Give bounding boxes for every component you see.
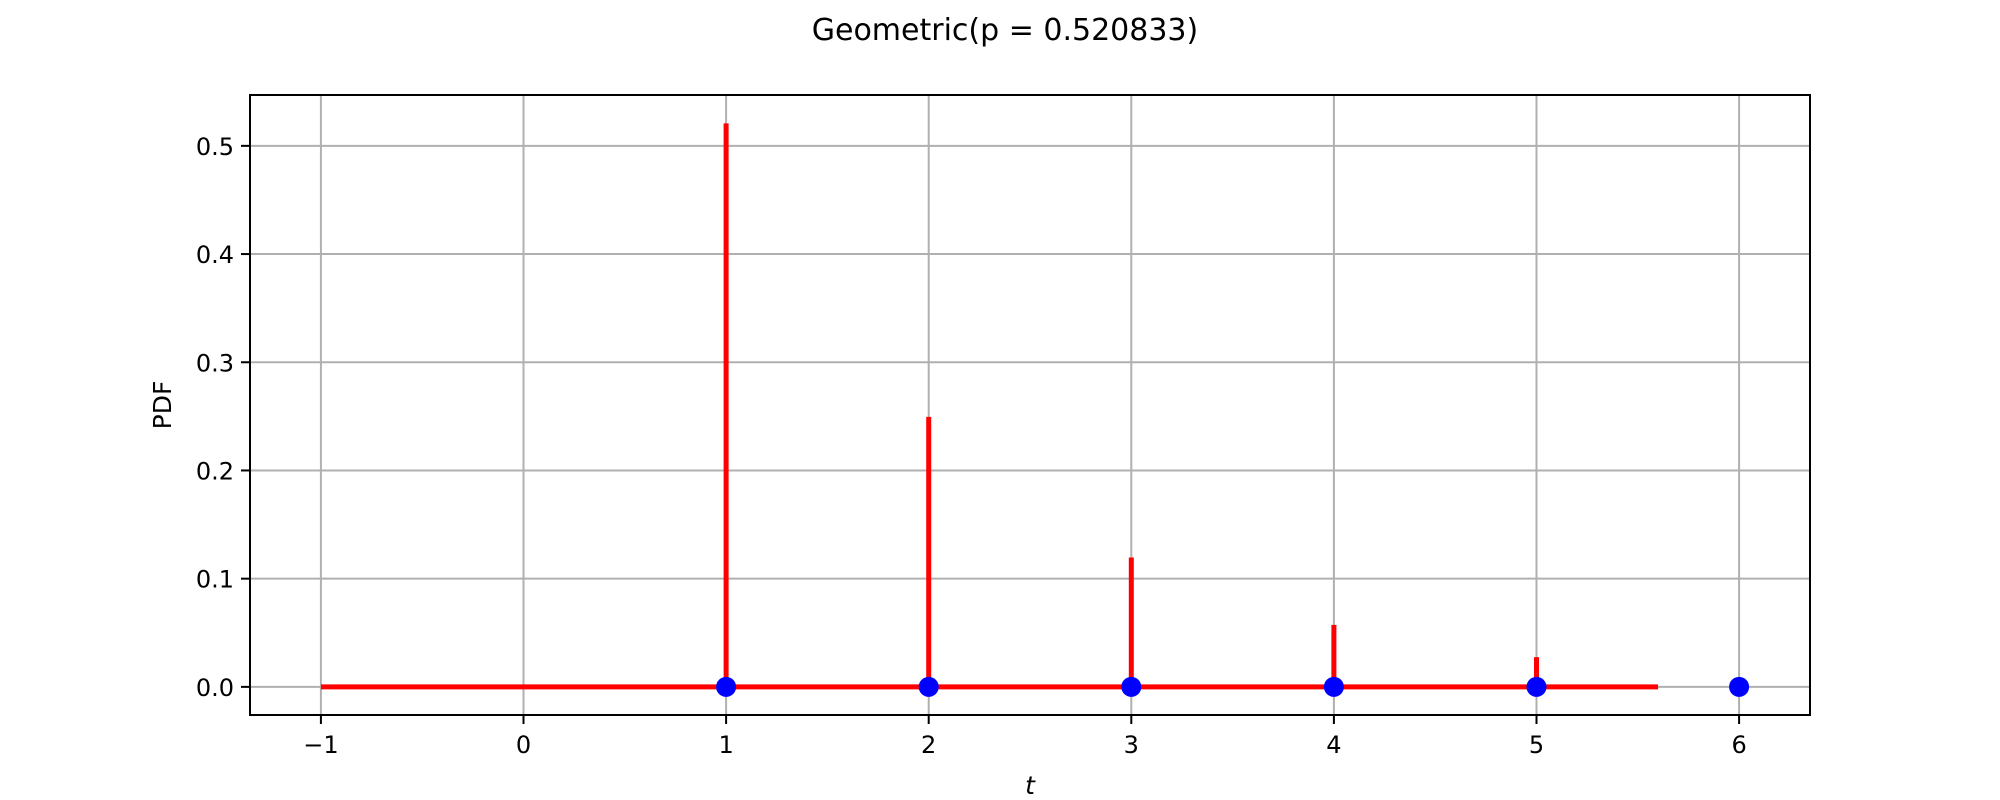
y-axis-label: PDF <box>148 381 177 430</box>
support-point <box>1729 676 1750 697</box>
x-tick-label: 2 <box>921 731 936 759</box>
data-layer <box>320 123 1750 697</box>
x-tick-label: 3 <box>1124 731 1139 759</box>
support-point <box>1121 676 1142 697</box>
y-tick-label: 0.1 <box>196 566 234 594</box>
y-tick-label: 0.2 <box>196 457 234 485</box>
plot-frame <box>249 94 1811 716</box>
x-tick-label: 4 <box>1326 731 1341 759</box>
x-tick-label: 0 <box>516 731 531 759</box>
x-tick-label: 5 <box>1529 731 1544 759</box>
grid-layer <box>250 95 1810 715</box>
x-axis-label: t <box>1025 771 1036 800</box>
tick-layer: −1 0 1 2 3 4 5 6 0.0 0.1 0.2 0.3 0.4 0.5 <box>196 133 1747 759</box>
x-tick-label: 1 <box>718 731 733 759</box>
x-tick-label: 6 <box>1731 731 1746 759</box>
y-tick-label: 0.5 <box>196 133 234 161</box>
y-tick-label: 0.0 <box>196 674 234 702</box>
x-tick-label: −1 <box>303 731 338 759</box>
support-point <box>716 676 737 697</box>
y-tick-label: 0.4 <box>196 241 234 269</box>
support-point <box>1526 676 1547 697</box>
support-point <box>918 676 939 697</box>
support-point <box>1323 676 1344 697</box>
chart-title: Geometric(p = 0.520833) <box>812 13 1198 48</box>
y-tick-label: 0.3 <box>196 349 234 377</box>
